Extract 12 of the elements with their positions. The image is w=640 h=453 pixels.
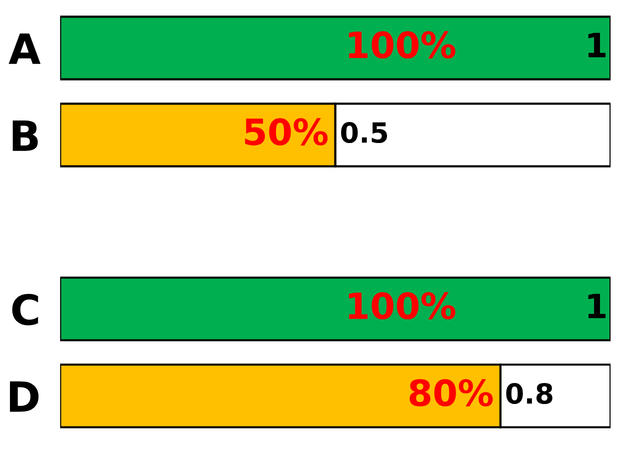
y-tick-label: C (12, 294, 38, 326)
annotation: 1 (588, 294, 606, 318)
data-label: 100% (348, 31, 456, 58)
data-label: 100% (348, 292, 456, 320)
annotation: 0.8 (506, 382, 552, 404)
y-tick-label: A (8, 33, 41, 64)
y-tick-label: D (10, 381, 39, 412)
data-label: 80% (410, 379, 493, 406)
data-label: 50% (245, 118, 328, 146)
y-tick-label: B (12, 120, 38, 151)
annotation: 0.5 (341, 122, 388, 144)
annotation: 1 (588, 32, 606, 58)
